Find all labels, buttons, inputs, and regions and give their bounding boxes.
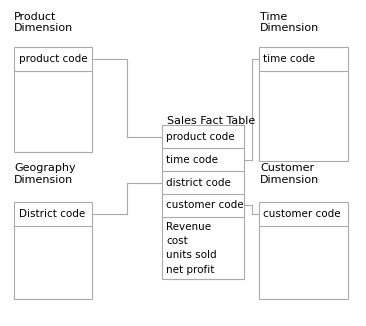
Bar (14, 47, 92, 152)
Text: time code: time code (263, 54, 315, 64)
Text: Revenue
cost
units sold
net profit: Revenue cost units sold net profit (166, 222, 217, 275)
Text: Customer
Dimension: Customer Dimension (260, 163, 320, 185)
Text: Product
Dimension: Product Dimension (14, 11, 74, 33)
Bar (162, 126, 244, 279)
Text: district code: district code (166, 178, 231, 187)
Bar (258, 47, 348, 161)
Text: time code: time code (166, 155, 218, 165)
Text: District code: District code (19, 209, 85, 219)
Text: Sales Fact Table: Sales Fact Table (167, 116, 255, 126)
Text: product code: product code (166, 132, 235, 142)
Text: customer code: customer code (263, 209, 340, 219)
Text: Time
Dimension: Time Dimension (260, 11, 320, 33)
Bar (14, 202, 92, 299)
Text: customer code: customer code (166, 200, 244, 210)
Bar (258, 202, 348, 299)
Text: Geography
Dimension: Geography Dimension (14, 163, 76, 185)
Text: product code: product code (19, 54, 87, 64)
